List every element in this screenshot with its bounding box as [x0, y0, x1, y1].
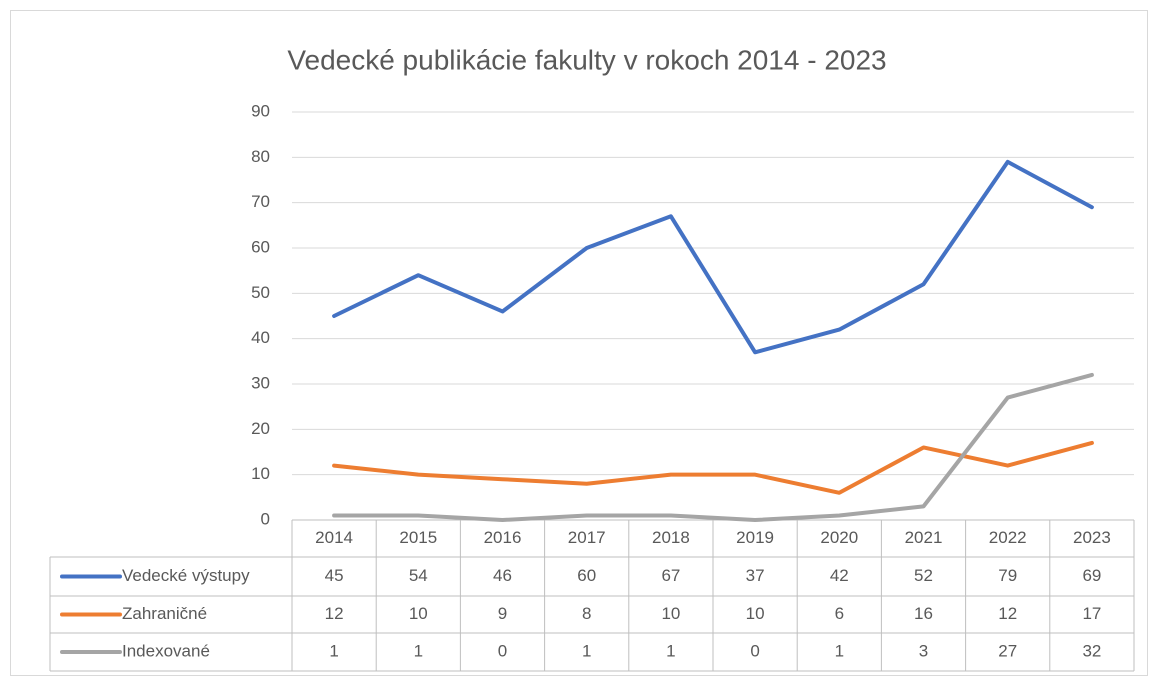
y-tick-label: 70	[251, 192, 270, 211]
table-value: 60	[577, 566, 596, 585]
table-value: 27	[998, 641, 1017, 660]
table-value: 8	[582, 604, 591, 623]
x-tick-label: 2023	[1073, 528, 1111, 547]
table-value: 69	[1082, 566, 1101, 585]
table-value: 0	[750, 641, 759, 660]
y-tick-label: 60	[251, 237, 270, 256]
legend-label: Indexované	[122, 641, 210, 660]
table-value: 79	[998, 566, 1017, 585]
chart-border	[10, 10, 1148, 676]
table-value: 9	[498, 604, 507, 623]
x-tick-label: 2022	[989, 528, 1027, 547]
table-value: 1	[582, 641, 591, 660]
x-tick-label: 2015	[399, 528, 437, 547]
y-tick-label: 0	[261, 509, 270, 528]
y-tick-label: 10	[251, 464, 270, 483]
x-tick-label: 2018	[652, 528, 690, 547]
series-line	[332, 159, 1094, 355]
table-value: 12	[325, 604, 344, 623]
legend-label: Zahraničné	[122, 604, 207, 623]
table-value: 46	[493, 566, 512, 585]
table-value: 6	[835, 604, 844, 623]
table-value: 37	[746, 566, 765, 585]
x-tick-label: 2016	[484, 528, 522, 547]
table-value: 0	[498, 641, 507, 660]
series-line	[332, 372, 1094, 522]
series-line	[332, 440, 1094, 495]
y-tick-label: 50	[251, 283, 270, 302]
chart-title: Vedecké publikácie fakulty v rokoch 2014…	[287, 44, 886, 75]
table-value: 54	[409, 566, 428, 585]
table-value: 12	[998, 604, 1017, 623]
table-value: 3	[919, 641, 928, 660]
table-value: 1	[666, 641, 675, 660]
x-tick-label: 2014	[315, 528, 353, 547]
table-value: 32	[1082, 641, 1101, 660]
table-value: 1	[414, 641, 423, 660]
table-value: 17	[1082, 604, 1101, 623]
table-value: 16	[914, 604, 933, 623]
y-tick-label: 90	[251, 101, 270, 120]
table-value: 1	[329, 641, 338, 660]
legend-label: Vedecké výstupy	[122, 566, 250, 585]
x-tick-label: 2020	[820, 528, 858, 547]
table-value: 45	[325, 566, 344, 585]
table-value: 42	[830, 566, 849, 585]
table-value: 52	[914, 566, 933, 585]
y-tick-label: 40	[251, 328, 270, 347]
table-value: 1	[835, 641, 844, 660]
y-tick-label: 30	[251, 373, 270, 392]
y-tick-label: 80	[251, 147, 270, 166]
table-value: 10	[661, 604, 680, 623]
x-tick-label: 2017	[568, 528, 606, 547]
y-tick-label: 20	[251, 419, 270, 438]
x-tick-label: 2021	[905, 528, 943, 547]
table-value: 10	[746, 604, 765, 623]
x-tick-label: 2019	[736, 528, 774, 547]
table-value: 10	[409, 604, 428, 623]
table-value: 67	[661, 566, 680, 585]
